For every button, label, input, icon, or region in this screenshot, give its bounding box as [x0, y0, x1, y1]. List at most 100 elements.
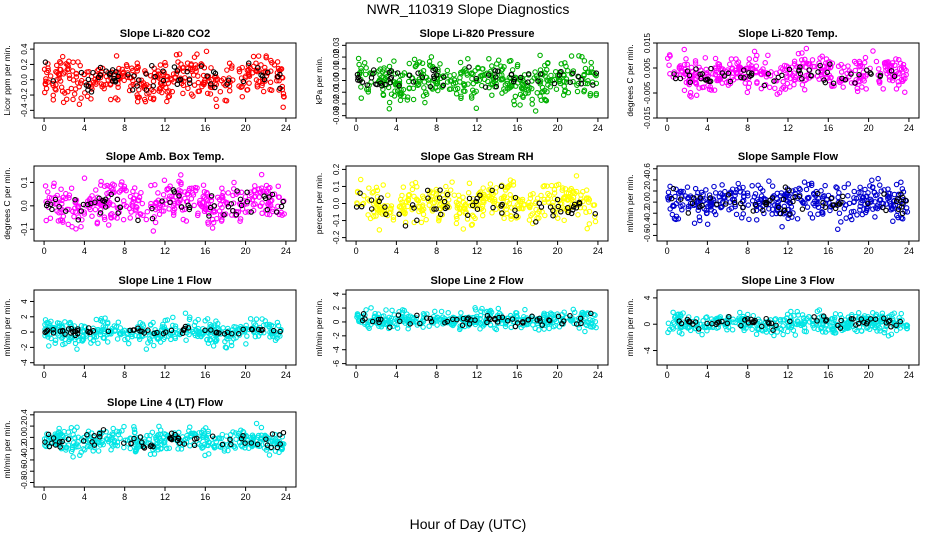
data-point-s1	[71, 91, 78, 97]
data-point-s2	[240, 432, 246, 439]
data-point-s1	[136, 197, 142, 203]
data-point-s2	[364, 82, 370, 88]
data-point-s2	[115, 210, 121, 216]
data-point-s2	[786, 187, 792, 194]
data-point-s1	[753, 217, 760, 223]
data-point-s1	[700, 318, 706, 324]
data-point-s1	[143, 216, 150, 223]
data-point-s2	[792, 194, 798, 200]
data-point-s1	[186, 428, 192, 434]
data-point-s1	[90, 337, 96, 344]
data-point-s1	[704, 210, 710, 216]
data-point-s2	[676, 318, 682, 324]
data-point-s2	[525, 71, 532, 77]
data-point-s1	[514, 63, 521, 70]
data-point-s1	[71, 427, 78, 433]
data-point-s1	[228, 342, 235, 349]
data-point-s2	[277, 441, 283, 447]
x-tick-label: 16	[200, 246, 210, 256]
data-point-s1	[808, 180, 815, 187]
data-point-s1	[489, 210, 495, 216]
data-point-s1	[692, 185, 699, 192]
data-point-s1	[897, 60, 904, 66]
panel-title: Slope Line 1 Flow	[119, 275, 212, 287]
data-point-s2	[266, 194, 272, 200]
data-point-s2	[50, 326, 56, 333]
data-point-s2	[97, 210, 104, 216]
data-point-s1	[190, 192, 197, 198]
x-tick-label: 0	[42, 370, 47, 380]
data-point-s1	[162, 59, 168, 66]
data-point-s2	[590, 82, 596, 88]
data-point-s1	[274, 335, 280, 341]
data-point-s1	[691, 220, 698, 226]
data-point-s1	[456, 326, 463, 333]
data-point-s1	[54, 208, 60, 214]
data-point-s1	[427, 196, 434, 202]
data-point-s1	[670, 203, 676, 210]
data-point-s1	[271, 438, 277, 444]
data-point-s1	[75, 443, 81, 450]
data-point-s1	[800, 200, 806, 206]
data-point-s1	[766, 178, 772, 184]
data-point-s1	[46, 343, 52, 349]
data-point-s1	[722, 188, 728, 195]
data-point-s2	[376, 198, 382, 205]
data-point-s2	[722, 201, 729, 207]
data-point-s1	[877, 78, 883, 85]
data-point-s1	[711, 65, 718, 71]
data-point-s2	[498, 203, 504, 209]
x-axis-caption: Hour of Day (UTC)	[409, 516, 527, 532]
data-point-s2	[430, 67, 436, 74]
data-point-s1	[275, 183, 281, 189]
data-point-s1	[588, 69, 594, 76]
data-point-s1	[187, 434, 193, 440]
data-point-s2	[690, 321, 696, 327]
data-point-s1	[83, 438, 89, 445]
data-point-s1	[374, 207, 381, 213]
data-point-s1	[885, 333, 892, 339]
data-point-s1	[66, 194, 72, 201]
data-point-s1	[78, 223, 84, 230]
data-point-s1	[817, 55, 823, 61]
data-point-s1	[116, 65, 122, 72]
data-point-s2	[258, 72, 264, 78]
data-point-s1	[469, 87, 476, 93]
data-point-s1	[203, 48, 210, 55]
data-point-s1	[519, 198, 525, 204]
data-point-s1	[99, 83, 105, 90]
data-point-s1	[711, 208, 718, 215]
data-point-s2	[273, 209, 280, 215]
data-point-s1	[82, 79, 88, 86]
data-point-s1	[72, 340, 79, 347]
data-point-s1	[406, 60, 413, 67]
data-point-s2	[686, 72, 693, 79]
data-point-s2	[42, 59, 49, 65]
data-point-s2	[891, 73, 898, 80]
data-point-s1	[435, 87, 441, 94]
data-point-s2	[174, 68, 181, 74]
data-point-s2	[848, 71, 854, 77]
data-point-s1	[802, 64, 809, 70]
data-point-s2	[228, 201, 235, 207]
data-point-s1	[704, 221, 711, 227]
data-point-s1	[96, 436, 102, 442]
data-point-s1	[76, 101, 83, 108]
data-point-s1	[433, 80, 440, 87]
data-point-s2	[56, 439, 63, 445]
panel-title: Slope Line 4 (LT) Flow	[107, 397, 223, 409]
data-point-s1	[876, 182, 883, 188]
data-point-s1	[451, 192, 458, 198]
data-point-s1	[101, 335, 107, 341]
data-point-s1	[792, 332, 799, 338]
data-point-s1	[738, 215, 745, 221]
data-point-s1	[801, 87, 808, 93]
data-point-s2	[786, 66, 793, 73]
x-tick-label: 20	[553, 246, 563, 256]
data-point-s2	[121, 440, 127, 446]
data-point-s2	[42, 439, 48, 445]
data-point-s2	[248, 209, 254, 215]
data-point-s1	[873, 322, 879, 329]
data-point-s1	[592, 218, 599, 225]
